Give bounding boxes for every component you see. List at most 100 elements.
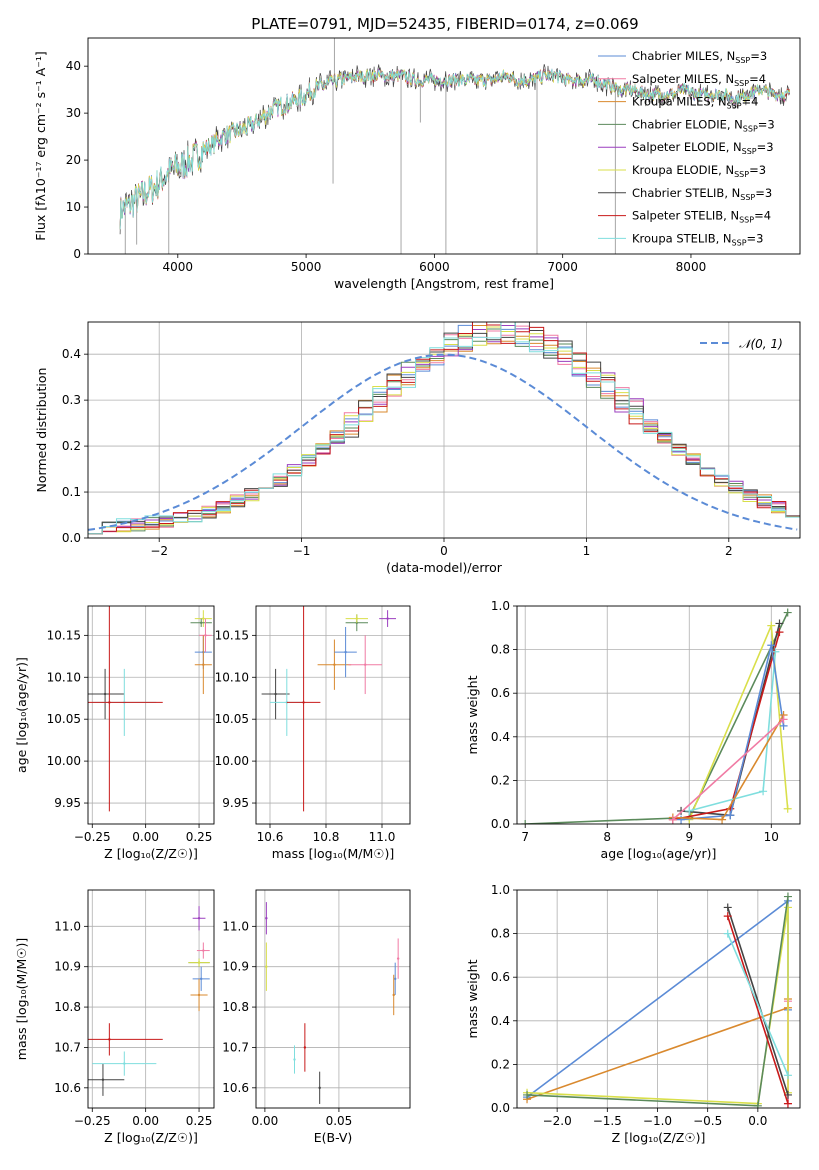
x-tick-label: 4000 bbox=[163, 260, 194, 274]
y-tick-label: 0.2 bbox=[62, 439, 81, 453]
y-tick-label: 0.4 bbox=[491, 730, 510, 744]
x-tick-label: 0 bbox=[440, 544, 448, 558]
spectrum-legend: Chabrier MILES, NSSP=3 Salpeter MILES, NS… bbox=[598, 49, 775, 247]
data-point bbox=[108, 701, 111, 704]
legend-label: 𝒩(0, 1) bbox=[739, 337, 783, 351]
plot-frame bbox=[516, 605, 801, 825]
y-tick-label: 0.4 bbox=[62, 347, 81, 361]
panel-weight-vs-age: 7 8 9 10 0.0 0.2 0.4 0.6 0.8 1.0 age [log₁₀(age/yr… bbox=[465, 599, 801, 861]
y-tick-label: 0.2 bbox=[491, 1057, 510, 1071]
x-tick-label: 11.0 bbox=[369, 830, 396, 844]
data-point bbox=[103, 692, 107, 696]
y-tick-label: 11.0 bbox=[54, 919, 81, 933]
x-tick-label: 10.8 bbox=[313, 830, 340, 844]
y-tick-label: 10.7 bbox=[54, 1040, 81, 1054]
weight-marker bbox=[521, 820, 530, 824]
data-point bbox=[344, 650, 347, 654]
x-tick-label: 8000 bbox=[676, 260, 707, 274]
panel-weight-vs-Z: −2.0 −1.5 −1.0 −0.5 0.0 0.0 0.2 0.4 0.6 0.8 1.0 Z [… bbox=[465, 883, 801, 1145]
legend-label: Chabrier ELODIE, NSSP=3 bbox=[632, 117, 775, 133]
legend-label: Chabrier MILES, NSSP=3 bbox=[632, 49, 767, 65]
y-tick-label: 10.6 bbox=[54, 1081, 81, 1095]
weight-marker bbox=[767, 641, 776, 650]
x-tick-label: −0.25 bbox=[74, 1114, 111, 1128]
data-point bbox=[197, 961, 201, 964]
data-point bbox=[302, 701, 305, 704]
data-point bbox=[101, 1078, 105, 1081]
x-tick-label: 7000 bbox=[547, 260, 578, 274]
data-point bbox=[202, 617, 205, 620]
weight-series bbox=[672, 718, 785, 821]
x-tick-label: 2 bbox=[725, 544, 733, 558]
y-tick-label: 10.8 bbox=[222, 1000, 249, 1014]
panel-spectrum: 4000 5000 6000 7000 8000 0 10 20 30 40 wavelength … bbox=[33, 37, 801, 291]
x-tick-label: −2.0 bbox=[543, 1114, 572, 1128]
spectrum-series bbox=[119, 68, 790, 230]
figure-title: PLATE=0791, MJD=52435, FIBERID=0174, z=0… bbox=[251, 15, 638, 33]
data-point bbox=[199, 621, 203, 624]
y-tick-label: 30 bbox=[66, 106, 81, 120]
weight-marker bbox=[753, 1101, 762, 1108]
data-point bbox=[202, 663, 205, 666]
y-tick-label: 40 bbox=[66, 59, 81, 73]
y-tick-label: 10.9 bbox=[222, 960, 249, 974]
weight-marker bbox=[759, 787, 768, 796]
panel-mass-vs-ebv: 0.00 0.05 10.6 10.7 10.8 10.9 11.0 E(B-V) bbox=[222, 889, 411, 1145]
x-tick-label: 0.00 bbox=[132, 830, 159, 844]
plot-frame bbox=[516, 889, 801, 1109]
weight-marker bbox=[523, 1090, 532, 1099]
x-tick-label: 8 bbox=[603, 830, 611, 844]
plot-frame bbox=[87, 605, 215, 825]
x-tick-label: 0.0 bbox=[748, 1114, 767, 1128]
y-tick-label: 10.8 bbox=[54, 1000, 81, 1014]
weight-marker bbox=[783, 1099, 792, 1108]
y-tick-label: 0.6 bbox=[491, 970, 510, 984]
y-tick-label: 10.05 bbox=[215, 712, 249, 726]
weight-marker bbox=[723, 929, 732, 938]
x-axis-label: mass [log₁₀(M/M☉)] bbox=[272, 846, 394, 861]
weight-marker bbox=[767, 621, 776, 630]
y-tick-label: 1.0 bbox=[491, 599, 510, 613]
data-point bbox=[318, 1086, 321, 1090]
x-axis-label: Z [log₁₀(Z/Z☉)] bbox=[104, 846, 198, 861]
x-axis-label: age [log₁₀(age/yr)] bbox=[601, 846, 717, 861]
y-axis-label: age [log₁₀(age/yr)] bbox=[14, 657, 29, 773]
y-tick-label: 10.00 bbox=[47, 754, 81, 768]
weight-marker bbox=[779, 715, 788, 724]
x-tick-label: 9 bbox=[685, 830, 693, 844]
data-point bbox=[123, 1062, 126, 1065]
data-point bbox=[293, 1058, 296, 1061]
x-tick-label: 1 bbox=[583, 544, 591, 558]
y-tick-label: 0.8 bbox=[491, 927, 510, 941]
x-tick-label: 0.00 bbox=[132, 1114, 159, 1128]
x-tick-label: 0.25 bbox=[186, 1114, 213, 1128]
y-tick-label: 20 bbox=[66, 153, 81, 167]
weight-marker bbox=[775, 619, 784, 628]
weight-marker bbox=[677, 806, 686, 815]
y-tick-label: 0.4 bbox=[491, 1014, 510, 1028]
weight-marker bbox=[783, 1071, 792, 1080]
weight-series bbox=[681, 645, 785, 821]
x-tick-label: 10.6 bbox=[257, 830, 284, 844]
y-tick-label: 11.0 bbox=[222, 919, 249, 933]
x-axis-label: Z [log₁₀(Z/Z☉)] bbox=[104, 1130, 198, 1145]
weight-marker bbox=[783, 903, 792, 912]
residuals-legend: 𝒩(0, 1) bbox=[700, 337, 783, 351]
panel-age-vs-mass: 10.6 10.8 11.0 9.95 10.00 10.05 10.10 10.15 mass… bbox=[215, 605, 411, 861]
y-tick-label: 1.0 bbox=[491, 883, 510, 897]
data-point bbox=[396, 957, 400, 960]
y-axis-label: mass weight bbox=[465, 675, 480, 754]
y-axis-label: Normed distribution bbox=[34, 368, 49, 493]
weight-series bbox=[525, 612, 789, 824]
x-axis-label: Z [log₁₀(Z/Z☉)] bbox=[612, 1130, 706, 1145]
panel-mass-vs-Z: −0.25 0.00 0.25 10.6 10.7 10.8 10.9 11.0 Z [log₁… bbox=[14, 889, 215, 1145]
data-point bbox=[197, 917, 201, 920]
legend-label: Salpeter STELIB, NSSP=4 bbox=[632, 209, 771, 225]
data-point bbox=[392, 993, 395, 997]
y-tick-label: 0.0 bbox=[491, 817, 510, 831]
data-point bbox=[197, 993, 201, 997]
y-tick-label: 10.15 bbox=[215, 628, 249, 642]
panel-age-vs-Z: −0.25 0.00 0.25 9.95 10.00 10.05 10.10 10.15 Z [… bbox=[14, 605, 215, 861]
weight-marker bbox=[783, 608, 792, 617]
